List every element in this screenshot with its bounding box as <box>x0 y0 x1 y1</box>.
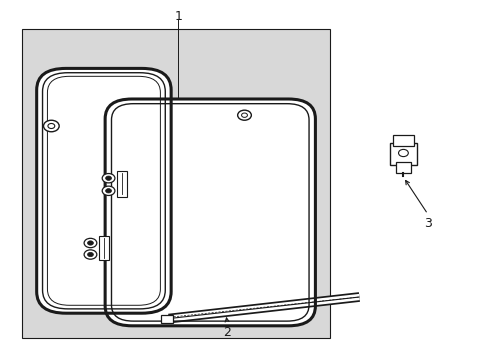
FancyBboxPatch shape <box>117 171 126 197</box>
Circle shape <box>105 176 111 180</box>
Circle shape <box>87 241 93 245</box>
FancyBboxPatch shape <box>161 315 172 323</box>
Circle shape <box>48 123 55 129</box>
Circle shape <box>87 252 93 257</box>
Bar <box>22 29 329 338</box>
FancyBboxPatch shape <box>37 68 171 313</box>
Circle shape <box>398 149 407 157</box>
Circle shape <box>102 174 115 183</box>
FancyBboxPatch shape <box>99 236 108 260</box>
FancyBboxPatch shape <box>395 162 410 173</box>
FancyBboxPatch shape <box>392 135 413 146</box>
Text: 2: 2 <box>223 327 231 339</box>
Text: 3: 3 <box>423 217 431 230</box>
Circle shape <box>43 120 59 132</box>
Circle shape <box>105 189 111 193</box>
Text: 1: 1 <box>174 10 182 23</box>
Circle shape <box>84 238 97 248</box>
FancyBboxPatch shape <box>389 143 416 165</box>
Circle shape <box>102 186 115 195</box>
Circle shape <box>237 110 251 120</box>
Circle shape <box>84 250 97 259</box>
Circle shape <box>241 113 247 117</box>
FancyBboxPatch shape <box>105 99 315 326</box>
